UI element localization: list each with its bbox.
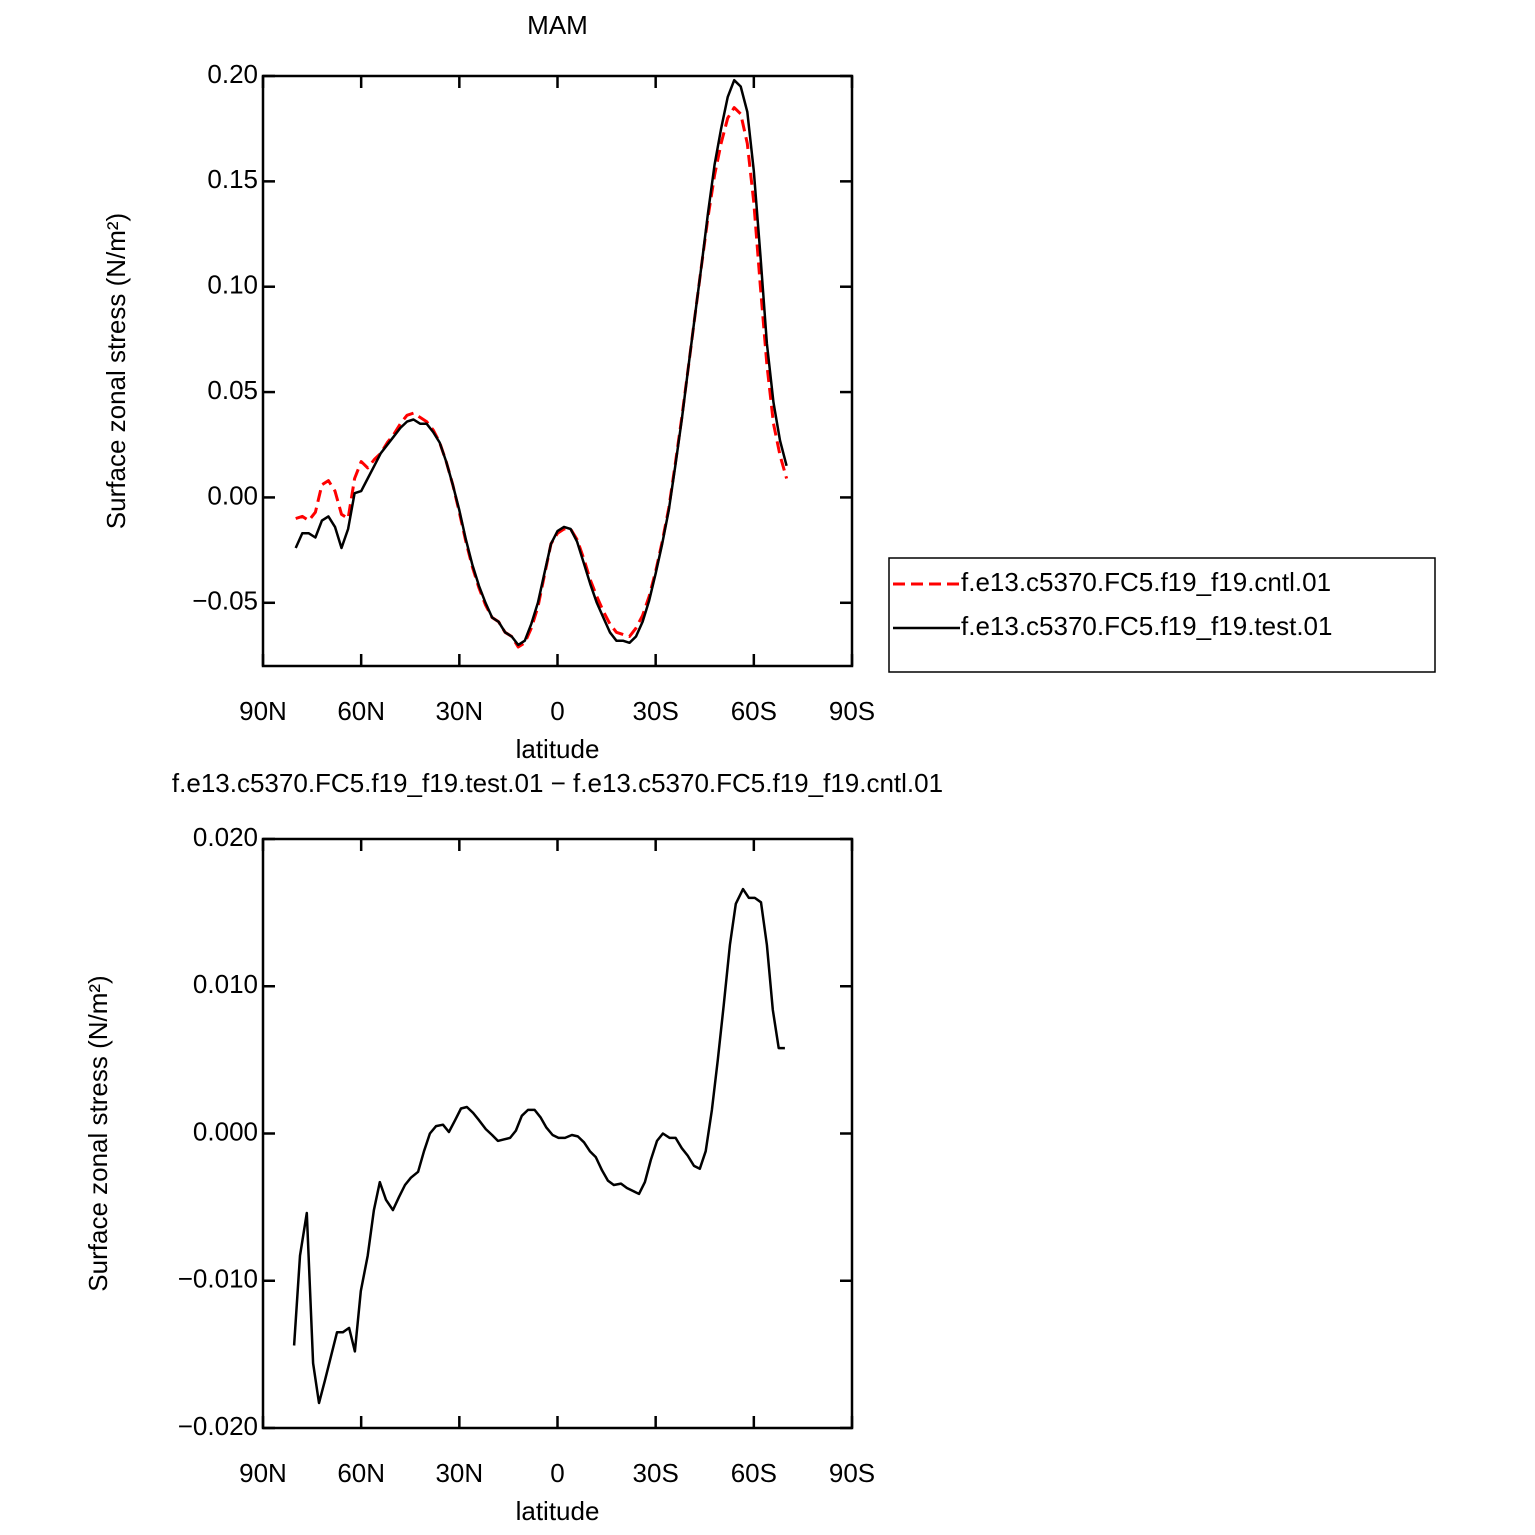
plot-frame — [261, 74, 854, 668]
chart-title: f.e13.c5370.FC5.f19_f19.test.01 − f.e13.… — [172, 768, 943, 798]
y-tick-label: 0.05 — [207, 375, 258, 405]
line-series — [295, 106, 789, 649]
y-tick-label: 0.00 — [207, 480, 258, 510]
line-series — [292, 887, 785, 1405]
y-tick-label: 0.15 — [207, 164, 258, 194]
line-series — [294, 78, 788, 647]
x-tick-label: 30N — [435, 1458, 483, 1488]
x-tick-label: 90N — [239, 1458, 287, 1488]
x-tick-label: 30S — [633, 1458, 679, 1488]
x-axis-label: latitude — [516, 1496, 600, 1526]
legend-label: f.e13.c5370.FC5.f19_f19.test.01 — [961, 611, 1332, 641]
chart-title: MAM — [527, 10, 588, 40]
y-tick-label: 0.20 — [207, 59, 258, 89]
x-tick-label: 0 — [550, 696, 564, 726]
y-axis-label: Surface zonal stress (N/m²) — [83, 975, 113, 1291]
legend-label: f.e13.c5370.FC5.f19_f19.cntl.01 — [961, 567, 1331, 597]
y-tick-label: 0.10 — [207, 270, 258, 300]
x-tick-label: 60S — [731, 1458, 777, 1488]
x-tick-label: 30N — [435, 696, 483, 726]
y-tick-label: −0.020 — [178, 1411, 258, 1441]
x-tick-label: 90S — [829, 1458, 875, 1488]
x-tick-label: 60S — [731, 696, 777, 726]
legend-box — [888, 557, 1436, 673]
x-tick-label: 90S — [829, 696, 875, 726]
y-tick-label: 0.020 — [193, 822, 258, 852]
x-tick-label: 0 — [550, 1458, 564, 1488]
y-tick-label: −0.010 — [178, 1264, 258, 1294]
y-axis-label: Surface zonal stress (N/m²) — [101, 213, 131, 529]
x-tick-label: 60N — [337, 1458, 385, 1488]
x-tick-label: 30S — [633, 696, 679, 726]
x-axis-label: latitude — [516, 734, 600, 764]
y-tick-label: −0.05 — [192, 586, 258, 616]
x-tick-label: 90N — [239, 696, 287, 726]
x-tick-label: 60N — [337, 696, 385, 726]
y-tick-label: 0.000 — [193, 1116, 258, 1146]
y-tick-label: 0.010 — [193, 969, 258, 999]
